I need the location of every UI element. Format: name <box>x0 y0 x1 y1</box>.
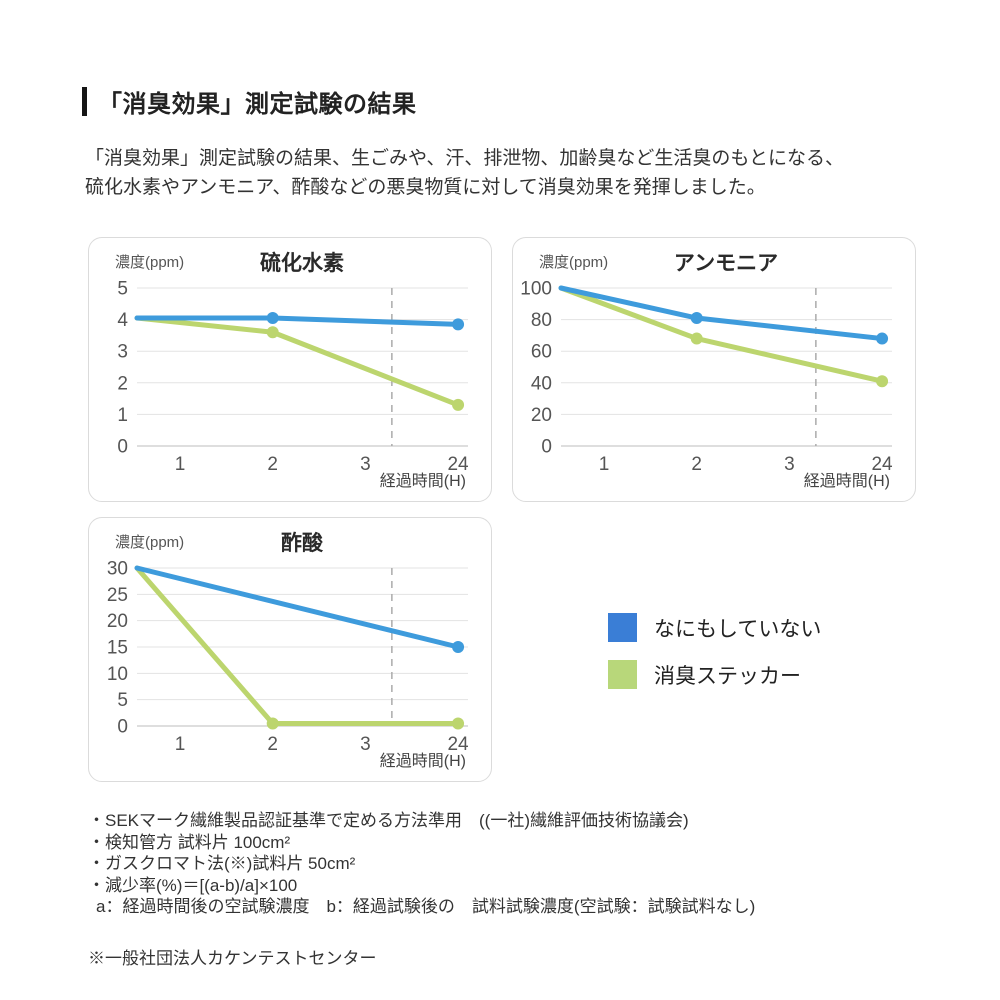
chart-title: 酢酸 <box>281 532 323 555</box>
data-point-untreated-24h <box>876 332 889 345</box>
footnote-line: ・ガスクロマト法(※)試料片 50cm² <box>88 854 356 873</box>
data-point-sticker-2h <box>690 332 703 345</box>
series-line-untreated <box>134 565 461 650</box>
x-tick-label: 24 <box>447 734 469 755</box>
chart-title: 硫化水素 <box>260 252 344 275</box>
data-point-sticker-24h <box>876 375 889 388</box>
chart-title: アンモニア <box>673 252 779 275</box>
y-tick-label: 20 <box>531 405 552 426</box>
data-point-sticker-24h <box>452 398 465 411</box>
y-tick-label: 30 <box>107 559 128 580</box>
x-axis-unit-label: 経過時間(H) <box>803 473 890 490</box>
data-point-sticker-2h <box>266 717 279 730</box>
page-title: 「消臭効果」測定試験の結果 <box>98 91 417 118</box>
page-header: 「消臭効果」測定試験の結果 <box>82 84 417 119</box>
legend-swatch-green <box>608 660 637 689</box>
y-tick-label: 25 <box>107 585 128 606</box>
data-point-untreated-24h <box>452 641 465 653</box>
x-axis-unit-label: 経過時間(H) <box>379 753 466 770</box>
y-tick-label: 100 <box>520 279 552 300</box>
y-tick-label: 0 <box>541 437 552 458</box>
chart-legend: なにもしていない 消臭ステッカー <box>608 613 821 707</box>
y-tick-label: 10 <box>107 664 128 685</box>
y-tick-label: 4 <box>117 310 128 331</box>
y-tick-label: 5 <box>117 690 128 711</box>
y-tick-label: 3 <box>117 342 128 363</box>
data-point-untreated-2h <box>690 312 703 325</box>
x-axis-unit-label: 経過時間(H) <box>379 473 466 490</box>
line-chart-acetic-acid: 0 5 10 15 20 25 30 1 2 3 24 <box>107 559 469 756</box>
series-line-untreated <box>558 285 885 342</box>
x-tick-label: 3 <box>360 734 371 755</box>
chart-card-hydrogen-sulfide: 濃度(ppm) 硫化水素 0 1 2 3 4 5 1 2 3 24 経過時間(H) <box>88 237 492 502</box>
y-tick-label: 0 <box>117 437 128 458</box>
x-tick-label: 2 <box>267 734 278 755</box>
y-tick-label: 60 <box>531 342 552 363</box>
data-point-untreated-2h <box>266 312 279 325</box>
legend-item-sticker: 消臭ステッカー <box>608 660 821 689</box>
y-tick-label: 80 <box>531 310 552 331</box>
footnotes: ・SEKマーク繊維製品認証基準で定める方法準用 ((一社)繊維評価技術協議会) … <box>88 810 755 918</box>
footnote-line: ・検知管方 試料片 100cm² <box>88 832 291 852</box>
y-axis-unit-label: 濃度(ppm) <box>539 254 609 271</box>
x-tick-label: 2 <box>691 454 702 475</box>
footnote-line: ・SEKマーク繊維製品認証基準で定める方法準用 ((一社)繊維評価技術協議会) <box>88 811 689 830</box>
x-tick-label: 2 <box>267 454 278 475</box>
chart-card-acetic-acid: 濃度(ppm) 酢酸 0 5 10 15 20 25 30 1 2 3 24 経過時間(H) <box>88 517 492 782</box>
x-tick-label: 24 <box>447 454 469 475</box>
y-tick-label: 1 <box>117 405 128 426</box>
x-tick-label: 1 <box>599 454 610 475</box>
series-line-sticker <box>134 315 461 408</box>
x-tick-label: 24 <box>871 454 893 475</box>
chart-card-ammonia: 濃度(ppm) アンモニア 0 20 40 60 80 100 1 2 3 24 経過時間(H) <box>512 237 916 502</box>
data-point-untreated-24h <box>452 318 465 331</box>
legend-label: 消臭ステッカー <box>654 664 801 688</box>
footnote-line: a：経過時間後の空試験濃度 b：経過試験後の 試料試験濃度(空試験：試験試料なし… <box>96 897 756 916</box>
x-tick-label: 1 <box>175 454 186 475</box>
data-point-sticker-2h <box>266 326 279 339</box>
y-tick-label: 20 <box>107 611 128 632</box>
x-tick-label: 3 <box>360 454 371 475</box>
y-tick-label: 15 <box>107 638 128 659</box>
line-chart-ammonia: 0 20 40 60 80 100 1 2 3 24 <box>520 279 893 476</box>
y-tick-label: 5 <box>117 279 128 300</box>
footnote-line: ・減少率(%)＝[(a-b)/a]×100 <box>88 875 298 895</box>
legend-item-untreated: なにもしていない <box>608 613 821 642</box>
y-axis-unit-label: 濃度(ppm) <box>115 534 185 551</box>
y-axis-unit-label: 濃度(ppm) <box>115 254 185 271</box>
x-tick-label: 1 <box>175 734 186 755</box>
line-chart-hydrogen-sulfide: 0 1 2 3 4 5 1 2 3 24 <box>117 279 469 476</box>
legend-swatch-blue <box>608 613 637 642</box>
y-tick-label: 40 <box>531 373 552 394</box>
intro-paragraph: 「消臭効果」測定試験の結果、生ごみや、汗、排泄物、加齢臭など生活臭のもとになる、… <box>85 148 845 198</box>
legend-label: なにもしていない <box>654 617 822 641</box>
testing-agency-note: ※一般社団法人カケンテストセンター <box>88 949 377 968</box>
series-line-sticker <box>134 565 461 726</box>
data-point-sticker-24h <box>452 717 465 730</box>
y-tick-label: 0 <box>117 717 128 738</box>
title-accent-bar <box>82 87 87 116</box>
x-tick-label: 3 <box>784 454 795 475</box>
y-tick-label: 2 <box>117 373 128 394</box>
